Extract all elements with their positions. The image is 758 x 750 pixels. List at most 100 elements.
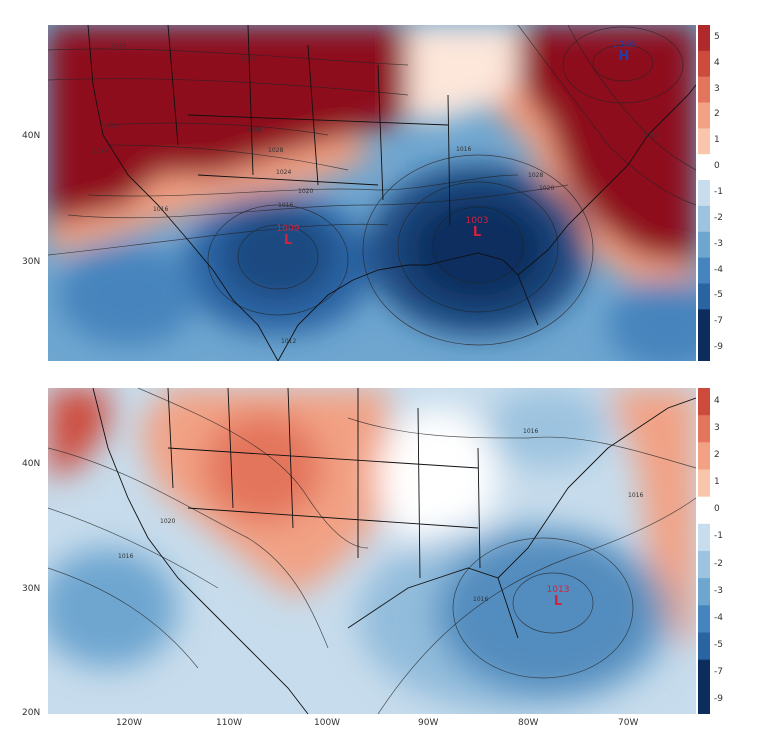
isobar-label: 1020 <box>539 185 555 192</box>
high-pressure-marker: 1046 H <box>610 40 638 64</box>
bottom-northeast-blue <box>488 388 608 468</box>
colorbar-tick-label: 0 <box>714 504 720 515</box>
lon-tick-110w: 110W <box>216 718 243 728</box>
top-anomaly-map: 1036 1036 1032 1028 1028 1024 1024 1020 … <box>48 25 696 361</box>
colorbar-tick-label: -1 <box>714 531 723 542</box>
colorbar-tick-label: 4 <box>714 395 720 406</box>
isobar-label: 1028 <box>268 147 284 154</box>
colorbar-tick-label: -1 <box>714 187 723 197</box>
isobar-label: 1036 <box>111 43 127 50</box>
colorbar-cell <box>698 659 710 688</box>
bottom-warm-east <box>608 388 696 648</box>
colorbar-cell <box>698 415 710 443</box>
bottom-southwest-blue <box>48 548 178 668</box>
lon-tick-120w: 120W <box>116 718 143 728</box>
colorbar-tick-label: 1 <box>714 477 720 488</box>
isobar-label: 1016 <box>278 202 294 209</box>
lat-tick-30n: 30N <box>22 257 41 267</box>
colorbar-tick-label: 0 <box>714 161 720 172</box>
colorbar-tick-label: -7 <box>714 316 723 327</box>
lat-tick-20n: 20N <box>22 708 41 718</box>
top-warm-northeast <box>518 25 696 265</box>
low-pressure-letter: L <box>283 233 293 248</box>
isobar-label: 1016 <box>643 132 659 139</box>
colorbar-tick-label: 4 <box>714 57 720 68</box>
bottom-warm-core <box>203 413 323 523</box>
colorbar-tick-label: 3 <box>714 422 720 433</box>
isobar-label: 1016 <box>523 428 539 435</box>
colorbar-cell <box>698 442 710 470</box>
top-warm-northwest <box>48 25 408 225</box>
colorbar-cell <box>698 231 710 259</box>
colorbar-cell <box>698 180 710 207</box>
high-pressure-value: 1046 <box>612 40 636 50</box>
colorbar-tick-label: -7 <box>714 667 723 678</box>
bottom-anomaly-map: 1016 1020 1016 1016 1016 1013 L <box>48 388 696 714</box>
low-pressure-marker-west: 1009 L <box>274 225 302 248</box>
isobar-label: 1032 <box>103 123 119 130</box>
colorbar-tick-label: -5 <box>714 290 723 301</box>
low-pressure-letter: L <box>553 594 563 609</box>
colorbar-tick-label: 3 <box>714 83 720 94</box>
lat-tick-40n: 40N <box>22 131 41 141</box>
top-low-east-core <box>408 195 548 305</box>
top-colorbar <box>698 25 710 362</box>
bottom-warm-west <box>48 388 108 478</box>
bottom-white-central <box>378 408 498 548</box>
isobar-label: 1024 <box>276 169 292 176</box>
isobar-label: 1028 <box>246 127 262 134</box>
low-pressure-letter: L <box>472 225 482 240</box>
colorbar-tick-label: 5 <box>714 31 720 42</box>
top-white-gap <box>408 25 518 120</box>
colorbar-cell <box>698 25 710 52</box>
low-pressure-marker-east: 1003 L <box>463 216 491 240</box>
low-pressure-value: 1003 <box>465 216 489 226</box>
low-pressure-value: 1013 <box>546 585 570 595</box>
lon-tick-70w: 70W <box>618 718 639 728</box>
colorbar-tick-label: -2 <box>714 558 723 569</box>
colorbar-cell <box>698 686 710 715</box>
top-warm-northeast-edge <box>488 85 696 290</box>
colorbar-cell <box>698 335 710 362</box>
colorbar-tick-label: -3 <box>714 238 723 249</box>
isobar-label: 1016 <box>153 206 169 213</box>
colorbar-tick-label: 1 <box>714 135 720 146</box>
top-low-west-core <box>223 210 333 300</box>
colorbar-tick-label: 2 <box>714 109 720 120</box>
isobar-label: 1024 <box>93 148 109 155</box>
bottom-colorbar <box>698 388 710 715</box>
high-pressure-letter: H <box>618 49 630 64</box>
colorbar-tick-label: -4 <box>714 264 723 275</box>
colorbar-cell <box>698 154 710 181</box>
top-southwest-blue <box>58 245 198 345</box>
isobar-label: 1016 <box>118 553 134 560</box>
colorbar-cell <box>698 257 710 284</box>
lat-tick-30n: 30N <box>22 584 41 594</box>
colorbar-cell <box>698 283 710 310</box>
colorbar-tick-label: -4 <box>714 612 723 623</box>
colorbar-cell <box>698 50 710 78</box>
colorbar-cell <box>698 551 710 579</box>
colorbar-cell <box>698 578 710 606</box>
colorbar-cell <box>698 469 710 498</box>
colorbar-tick-label: -2 <box>714 212 723 223</box>
colorbar-tick-label: -3 <box>714 585 723 596</box>
top-panel: 40N 30N <box>0 0 758 370</box>
lon-tick-80w: 80W <box>518 718 539 728</box>
lat-tick-40n: 40N <box>22 459 41 469</box>
isobar-label: 1028 <box>528 172 544 179</box>
lon-tick-90w: 90W <box>418 718 439 728</box>
colorbar-tick-label: -9 <box>714 342 723 353</box>
colorbar-tick-label: -9 <box>714 694 723 705</box>
isobar-label: 1016 <box>456 146 472 153</box>
top-southeast-blue <box>608 280 696 361</box>
colorbar-tick-label: -5 <box>714 640 723 651</box>
isobar-label: 1036 <box>241 56 257 63</box>
isobar-label: 1016 <box>628 492 644 499</box>
low-pressure-marker: 1013 L <box>544 585 572 609</box>
colorbar-cell <box>698 128 710 155</box>
lon-tick-100w: 100W <box>314 718 341 728</box>
colorbar-cell <box>698 205 710 233</box>
colorbar-cell <box>698 632 710 661</box>
colorbar-tick-label: 2 <box>714 449 720 460</box>
